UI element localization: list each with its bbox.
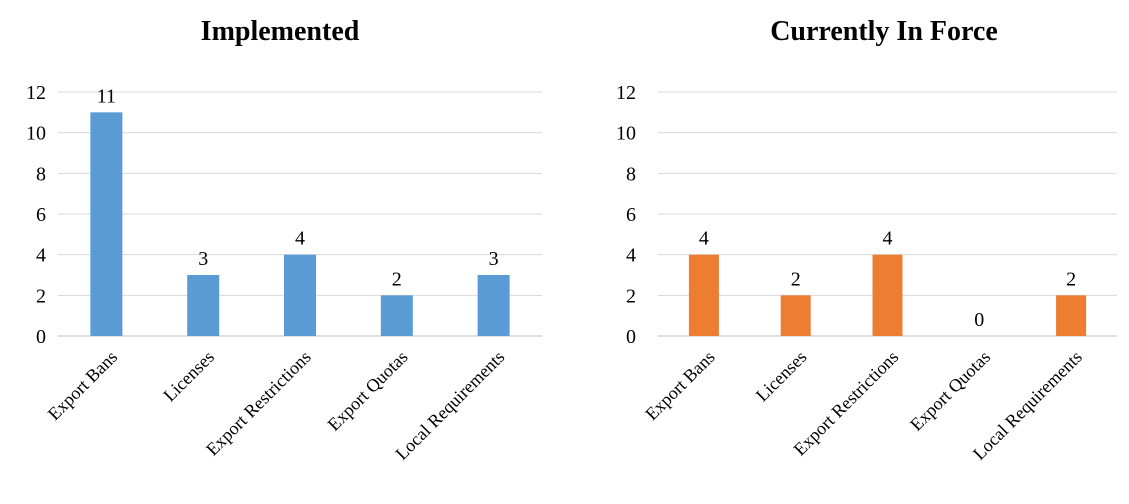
- x-category-label: Local Requirements: [391, 347, 508, 464]
- y-tick-label: 12: [26, 82, 46, 104]
- x-category-label: Export Bans: [44, 347, 121, 424]
- y-tick-label: 4: [36, 245, 46, 267]
- data-label: 4: [295, 228, 305, 250]
- x-category-label: Export Restrictions: [202, 347, 315, 460]
- x-category-label: Licenses: [159, 347, 218, 406]
- x-category-label: Licenses: [752, 347, 811, 406]
- chart-title: Currently In Force: [770, 16, 998, 47]
- x-category-label: Export Bans: [641, 347, 718, 424]
- bar: [90, 112, 123, 336]
- y-tick-label: 10: [26, 123, 46, 145]
- y-tick-label: 0: [626, 326, 636, 348]
- bar: [872, 254, 903, 336]
- x-category-label: Export Quotas: [906, 347, 994, 435]
- bar: [780, 295, 811, 336]
- y-tick-label: 2: [36, 285, 46, 307]
- data-label: 2: [791, 268, 801, 290]
- y-tick-label: 10: [616, 123, 636, 145]
- bar: [380, 295, 413, 336]
- bar: [284, 254, 316, 336]
- y-tick-label: 2: [626, 285, 636, 307]
- y-tick-label: 12: [616, 82, 636, 104]
- data-label: 2: [1066, 268, 1076, 290]
- chart-currently-in-force: Currently In Force 0 2 4 6 8 10 12 4 Export Bans…: [565, 0, 1129, 499]
- data-label: 4: [883, 228, 893, 250]
- y-tick-label: 0: [36, 326, 46, 348]
- y-tick-label: 8: [626, 163, 636, 185]
- data-label: 3: [489, 248, 499, 270]
- chart-implemented-svg: Implemented 0 2 4 6 8 10 12 11 Export Bans 3 Licen…: [26, 16, 542, 464]
- y-tick-label: 6: [36, 204, 46, 226]
- bar: [477, 275, 510, 336]
- y-tick-label: 6: [626, 204, 636, 226]
- data-label: 11: [97, 85, 116, 107]
- bar: [1056, 295, 1087, 336]
- chart-implemented: Implemented 0 2 4 6 8 10 12 11 Export Bans 3 Licen…: [0, 0, 565, 499]
- chart-title: Implemented: [201, 16, 360, 47]
- y-tick-label: 8: [36, 163, 46, 185]
- x-category-label: Export Quotas: [324, 347, 412, 435]
- data-label: 3: [198, 248, 208, 270]
- chart-currently-in-force-svg: Currently In Force 0 2 4 6 8 10 12 4 Export Bans…: [616, 16, 1117, 464]
- bar: [688, 254, 719, 336]
- data-label: 0: [974, 309, 984, 331]
- data-label: 4: [699, 228, 709, 250]
- bar: [187, 275, 220, 336]
- y-tick-label: 4: [626, 245, 636, 267]
- data-label: 2: [392, 268, 402, 290]
